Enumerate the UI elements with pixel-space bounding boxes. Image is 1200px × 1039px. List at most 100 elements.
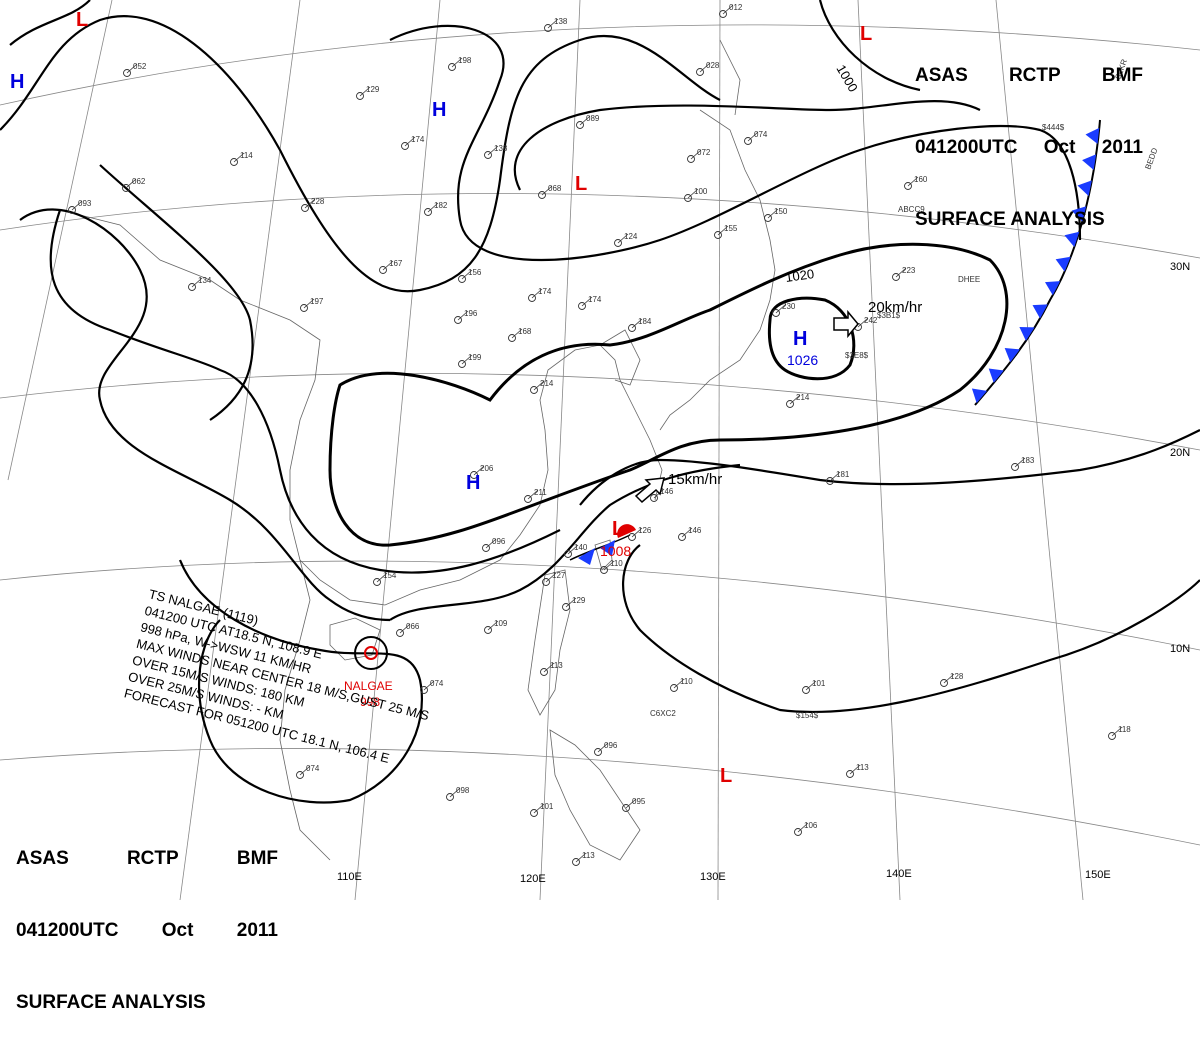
wind-barb-icon <box>747 131 759 142</box>
isobar <box>99 164 254 421</box>
station-circle-icon <box>448 63 456 71</box>
latitude-line <box>0 193 1200 259</box>
latitude-line <box>0 560 1200 651</box>
isobar <box>49 209 561 574</box>
header-title: SURFACE ANALYSIS <box>16 992 206 1013</box>
isobar-high-core <box>767 296 856 381</box>
station-pressure-value: 223 <box>902 266 916 275</box>
meridian-line <box>7 0 113 481</box>
wind-barb-icon <box>907 176 919 187</box>
header-top-right: ASAS RCTP BMF 041200UTC Oct 2011 SURFACE… <box>915 16 1143 256</box>
warm-front-semicircle <box>617 524 636 538</box>
wind-barb-icon <box>125 178 137 189</box>
station-circle-icon <box>123 69 131 77</box>
wind-barb-icon <box>625 798 637 809</box>
station-pressure-value: 062 <box>132 177 146 186</box>
station-id-label: ABCC9 <box>898 205 925 214</box>
wind-barb-icon <box>191 277 203 288</box>
station-pressure-value: 146 <box>660 487 674 496</box>
station-id-label: BEDD <box>1143 147 1159 171</box>
station-id-label: $3E8$ <box>845 351 869 360</box>
header-title: SURFACE ANALYSIS <box>915 209 1105 230</box>
station-pressure-value: 206 <box>480 464 494 473</box>
station-circle-icon <box>786 400 794 408</box>
low-pressure-center: L <box>612 518 624 540</box>
wind-barb-icon <box>575 852 587 863</box>
wind-barb-icon <box>533 380 545 391</box>
wind-barb-icon <box>699 62 711 73</box>
station-circle-icon <box>628 324 636 332</box>
low-pressure-center: L <box>575 173 587 195</box>
station-pressure-value: 100 <box>694 187 708 196</box>
wind-barb-icon <box>673 678 685 689</box>
station-id-label: $154$ <box>796 711 819 720</box>
wind-barb-icon <box>473 465 485 476</box>
coastline-sakhalin <box>719 39 741 116</box>
graticule <box>0 0 1200 900</box>
wind-barb-icon <box>631 527 643 538</box>
station-pressure-value: 066 <box>406 622 420 631</box>
latitude-label: 20N <box>1170 447 1190 459</box>
station-pressure-value: 028 <box>706 61 720 70</box>
wind-barb-icon <box>485 538 497 549</box>
station-circle-icon <box>458 275 466 283</box>
station-pressure-value: 146 <box>688 526 702 535</box>
station-circle-icon <box>696 68 704 76</box>
station-pressure-value: 242 <box>864 316 878 325</box>
station-pressure-value: 197 <box>310 297 324 306</box>
station-pressure-value: 140 <box>574 543 588 552</box>
header-year: 2011 <box>1101 137 1143 158</box>
wind-barb-icon <box>579 115 591 126</box>
station-circle-icon <box>540 668 548 676</box>
latitude-line <box>0 373 1200 451</box>
longitude-label: 110E <box>337 871 362 883</box>
station-circle-icon <box>1108 732 1116 740</box>
typhoon-name: NALGAE <box>344 679 393 693</box>
wind-barb-icon <box>404 136 416 147</box>
wind-barb-icon <box>399 623 411 634</box>
station-pressure-value: 072 <box>697 148 711 157</box>
longitude-label: 140E <box>886 868 912 880</box>
low-pressure-value: 1008 <box>600 543 631 559</box>
station-pressure-value: 182 <box>434 201 448 210</box>
station-pressure-value: 106 <box>804 821 818 830</box>
header-line-1: ASAS RCTP BMF <box>915 64 1143 88</box>
station-pressure-value: 114 <box>240 151 253 160</box>
header-month: Oct <box>161 920 194 941</box>
cold-front-triangle <box>971 388 988 404</box>
wind-barb-icon <box>547 18 559 29</box>
wind-barb-icon <box>681 527 693 538</box>
station-circle-icon <box>544 24 552 32</box>
wind-barb-icon <box>461 269 473 280</box>
wind-barb-icon <box>299 765 311 776</box>
station-circle-icon <box>356 92 364 100</box>
stationary-front <box>569 524 636 565</box>
station-circle-icon <box>892 273 900 281</box>
station-id-label: C6XC2 <box>650 709 676 718</box>
station-circle-icon <box>300 304 308 312</box>
typhoon-pressure: 998 <box>360 695 380 709</box>
station-pressure-value: 118 <box>1118 725 1131 734</box>
wind-barb-icon <box>359 86 371 97</box>
station-pressure-value: 168 <box>518 327 532 336</box>
wind-barb-icon <box>457 310 469 321</box>
header-year: 2011 <box>236 920 278 941</box>
station-pressure-value: 074 <box>754 130 768 139</box>
station-pressure-value: 211 <box>534 488 547 497</box>
station-pressure-value: 113 <box>550 661 563 670</box>
header-month: Oct <box>1043 137 1076 158</box>
isobar <box>0 15 721 293</box>
station-pressure-value: 198 <box>458 56 472 65</box>
coastlines <box>59 39 776 861</box>
wind-barb-icon <box>487 145 499 156</box>
coastline-philippines <box>549 729 641 861</box>
wind-barb-icon <box>376 572 388 583</box>
wind-barb-icon <box>543 662 555 673</box>
station-pressure-value: 127 <box>552 571 566 580</box>
station-pressure-value: 154 <box>383 571 397 580</box>
cold-front-triangle <box>988 368 1004 383</box>
graticule-labels: 110E 120E 130E 140E 150E 30N 20N 10N <box>337 261 1190 885</box>
station-circle-icon <box>594 748 602 756</box>
movement-arrow-high: 20km/hr <box>833 299 922 339</box>
header-line-2: 041200UTC Oct 2011 <box>915 136 1143 160</box>
